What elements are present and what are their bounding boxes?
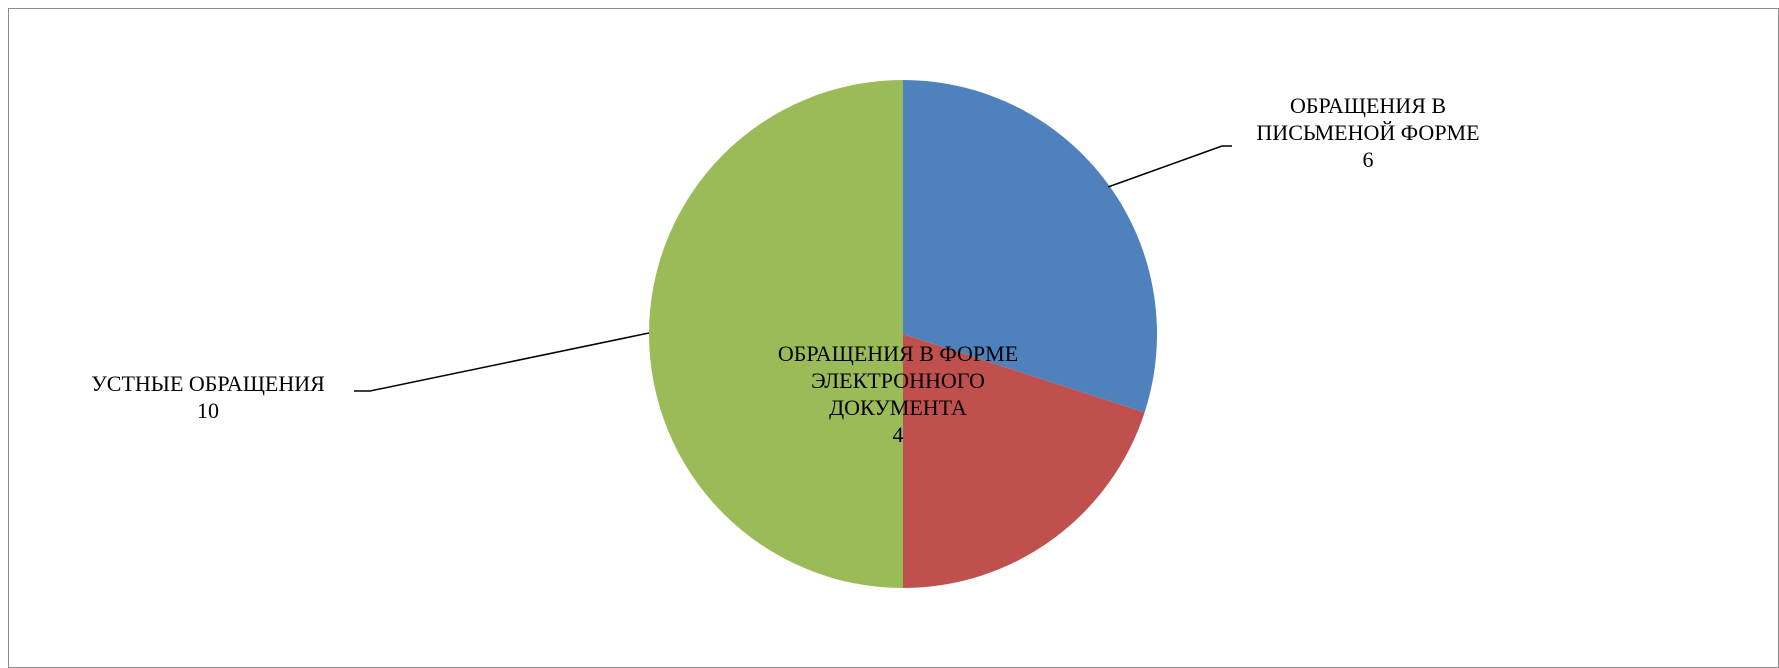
data-label-category: УСТНЫЕ ОБРАЩЕНИЯ bbox=[91, 371, 325, 396]
pie-slice-2 bbox=[903, 334, 1145, 588]
pie-chart: ОБРАЩЕНИЯ В ПИСЬМЕНОЙ ФОРМЕ 6 ОБРАЩЕНИЯ В Ф… bbox=[91, 80, 1480, 588]
leader-line-1 bbox=[1107, 145, 1232, 188]
data-label-3: УСТНЫЕ ОБРАЩЕНИЯ 10 bbox=[91, 371, 325, 423]
data-label-category: ЭЛЕКТРОННОГО bbox=[811, 368, 985, 393]
data-label-2: ОБРАЩЕНИЯ В ФОРМЕ ЭЛЕКТРОННОГО ДОКУМЕНТА 4 bbox=[778, 341, 1018, 447]
leader-line-3 bbox=[354, 332, 650, 392]
data-label-category: ДОКУМЕНТА bbox=[829, 395, 967, 420]
pie-slice-3 bbox=[649, 80, 903, 588]
leader-lines bbox=[354, 145, 1232, 392]
data-labels: ОБРАЩЕНИЯ В ПИСЬМЕНОЙ ФОРМЕ 6 ОБРАЩЕНИЯ В Ф… bbox=[91, 93, 1479, 447]
data-label-value: 6 bbox=[1363, 147, 1374, 172]
data-label-category: ОБРАЩЕНИЯ В bbox=[1290, 93, 1446, 118]
data-label-1: ОБРАЩЕНИЯ В ПИСЬМЕНОЙ ФОРМЕ 6 bbox=[1256, 93, 1479, 172]
pie-slice-1 bbox=[903, 80, 1157, 413]
data-label-category: ОБРАЩЕНИЯ В ФОРМЕ bbox=[778, 341, 1018, 366]
data-label-value: 4 bbox=[893, 422, 904, 447]
data-label-value: 10 bbox=[197, 398, 219, 423]
data-label-category: ПИСЬМЕНОЙ ФОРМЕ bbox=[1256, 120, 1479, 145]
pie-slices bbox=[649, 80, 1157, 588]
